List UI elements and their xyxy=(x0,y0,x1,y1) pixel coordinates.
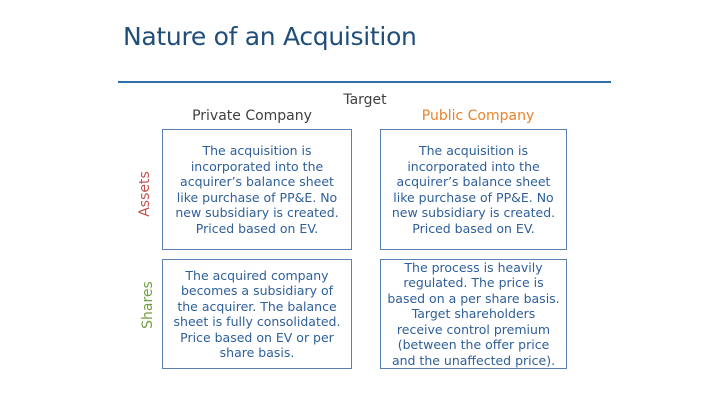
slide-title: Nature of an Acquisition xyxy=(123,22,417,51)
cell-assets-private: The acquisition is incorporated into the… xyxy=(162,129,352,250)
title-divider xyxy=(118,81,611,83)
row-label-shares: Shares xyxy=(140,281,156,329)
target-header: Target xyxy=(343,92,387,108)
column-header-private: Private Company xyxy=(192,108,312,124)
cell-shares-public: The process is heavily regulated. The pr… xyxy=(380,259,567,369)
row-label-assets: Assets xyxy=(137,171,153,217)
cell-shares-private: The acquired company becomes a subsidiar… xyxy=(162,259,352,369)
cell-assets-public: The acquisition is incorporated into the… xyxy=(380,129,567,250)
column-header-public: Public Company xyxy=(421,108,535,124)
